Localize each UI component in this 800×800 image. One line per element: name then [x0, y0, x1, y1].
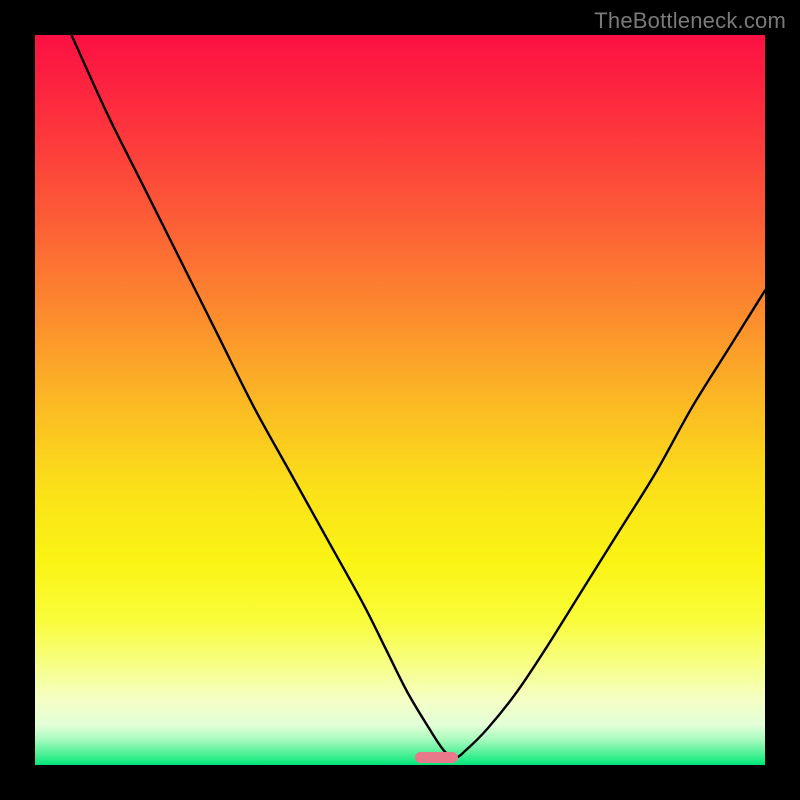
optimal-point-marker — [415, 752, 459, 763]
bottleneck-curve — [35, 35, 765, 765]
watermark-text: TheBottleneck.com — [594, 8, 786, 34]
bottleneck-chart — [35, 35, 765, 765]
